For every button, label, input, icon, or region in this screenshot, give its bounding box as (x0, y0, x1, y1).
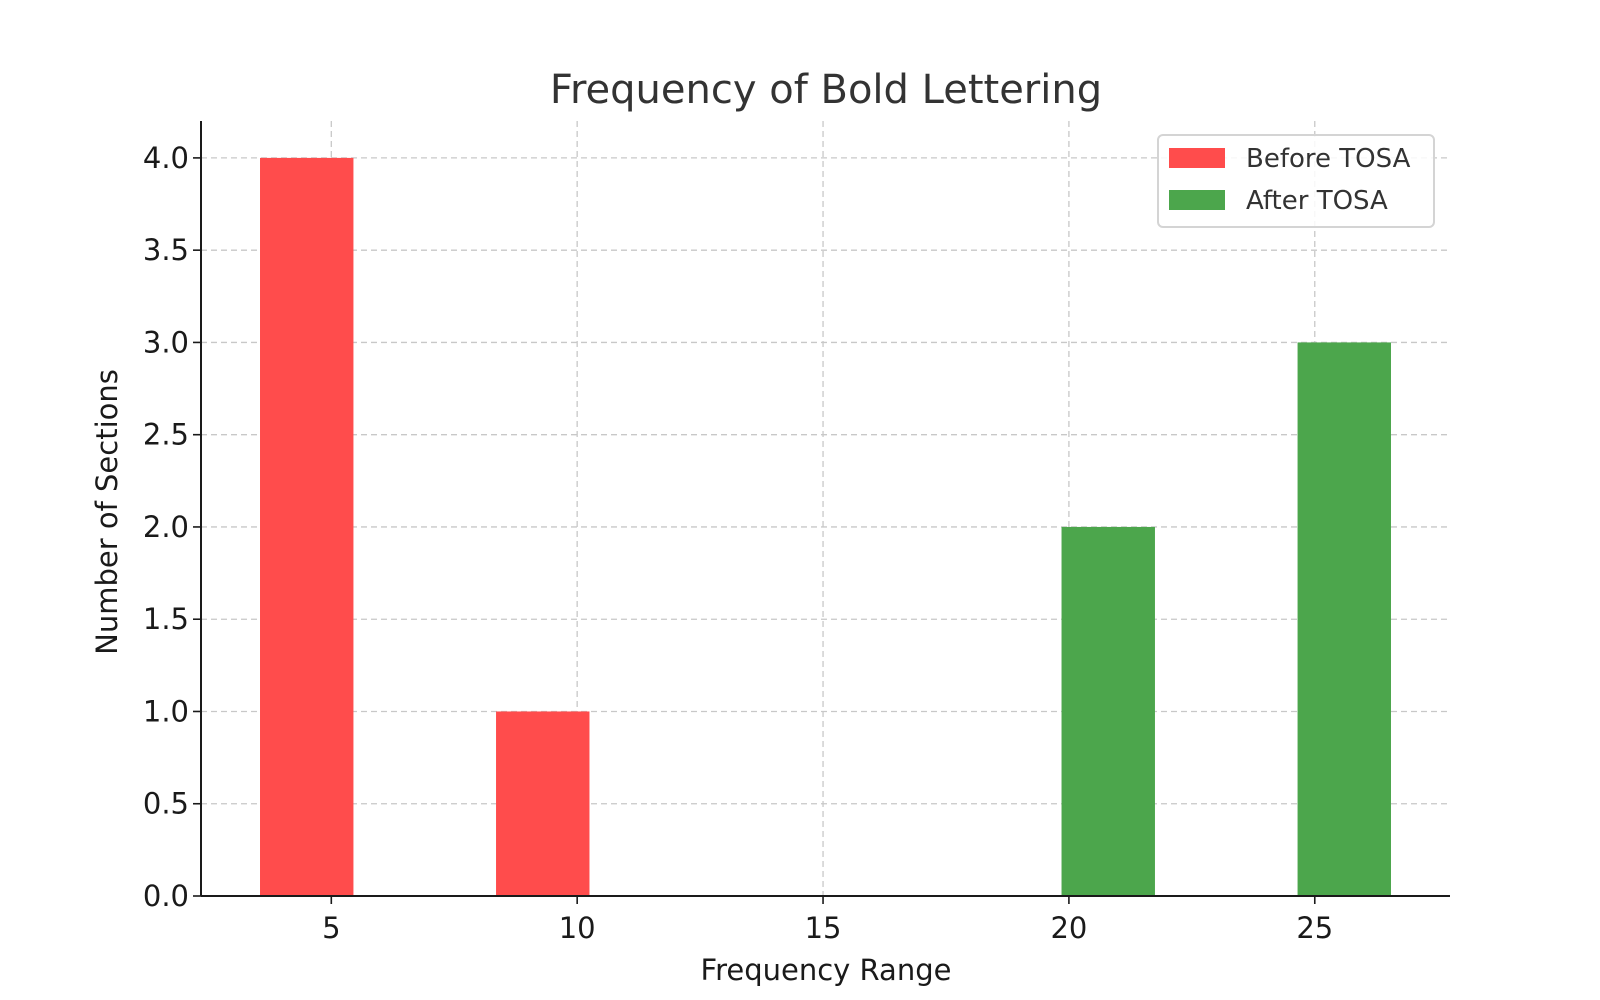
legend-box (1157, 134, 1435, 228)
x-tick-label: 20 (1050, 911, 1087, 945)
legend-label: After TOSA (1246, 186, 1388, 216)
y-tick-label: 1.5 (143, 602, 189, 636)
x-tick-label: 5 (322, 911, 340, 945)
axes (200, 121, 1450, 897)
x-tick-label: 10 (559, 911, 596, 945)
x-tick-label: 25 (1296, 911, 1333, 945)
legend: Before TOSA After TOSA (1157, 134, 1435, 228)
legend-swatch (1169, 148, 1225, 168)
legend-label: Before TOSA (1246, 144, 1411, 174)
y-tick-label: 2.5 (143, 418, 189, 452)
x-axis-label: Frequency Range (701, 953, 952, 987)
bar-after-0 (1061, 526, 1155, 896)
y-axis-label: Number of Sections (90, 369, 124, 655)
bar-after-1 (1297, 342, 1391, 896)
ticks: 5 10 15 20 25 0.0 0.5 1.0 1.5 2.0 2.5 3.0 3.5 4.0 (143, 141, 1333, 945)
legend-swatch (1169, 190, 1225, 210)
y-tick-label: 1.0 (143, 694, 189, 728)
bar-before-1 (496, 711, 590, 896)
chart-title: Frequency of Bold Lettering (550, 67, 1102, 113)
x-tick-label: 15 (805, 911, 842, 945)
y-tick-label: 2.0 (143, 510, 189, 544)
y-tick-label: 3.0 (143, 325, 189, 359)
y-tick-label: 4.0 (143, 141, 189, 175)
y-tick-label: 3.5 (143, 233, 189, 267)
bars (260, 157, 1391, 896)
y-tick-label: 0.5 (143, 787, 189, 821)
y-tick-label: 0.0 (143, 879, 189, 913)
bar-before-0 (260, 157, 354, 896)
grid-lines (201, 121, 1450, 896)
